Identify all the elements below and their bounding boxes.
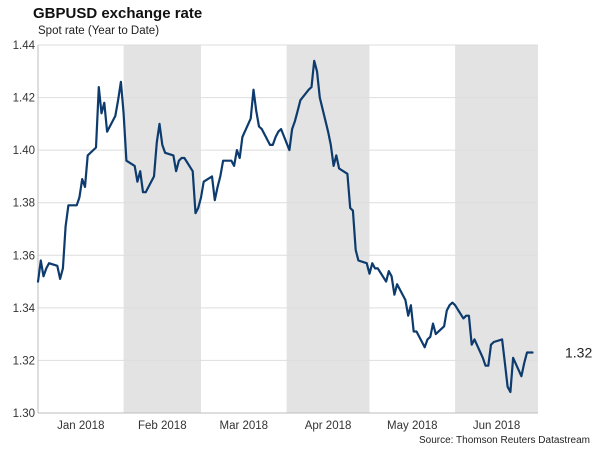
month-shading-layer xyxy=(123,45,538,413)
month-shade-5 xyxy=(455,45,538,413)
last-value-label: 1.32 xyxy=(565,345,592,361)
x-tick-label: Apr 2018 xyxy=(305,420,352,432)
y-tick-label: 1.40 xyxy=(13,145,35,157)
axis-layer xyxy=(37,45,538,414)
y-tick-label: 1.34 xyxy=(13,303,36,315)
source-note: Source: Thomson Reuters Datastream xyxy=(418,435,590,446)
x-tick-label: Jan 2018 xyxy=(57,420,104,432)
month-shade-3 xyxy=(286,45,370,413)
chart-title: GBPUSD exchange rate xyxy=(33,5,203,22)
x-tick-label: Feb 2018 xyxy=(138,420,187,432)
y-tick-label: 1.36 xyxy=(13,250,35,262)
y-tick-label: 1.30 xyxy=(13,408,35,420)
chart-subtitle: Spot rate (Year to Date) xyxy=(38,25,160,37)
x-tick-label: Mar 2018 xyxy=(220,420,269,432)
series-layer xyxy=(36,59,534,394)
series-line-gbpusd xyxy=(36,59,534,394)
y-tick-label: 1.38 xyxy=(13,198,35,210)
x-tick-label: Jun 2018 xyxy=(473,420,520,432)
y-tick-label: 1.42 xyxy=(13,93,35,105)
y-tick-label: 1.44 xyxy=(13,40,36,52)
x-tick-label: May 2018 xyxy=(387,420,438,432)
label-layer: Jan 2018 Feb 2018 Mar 2018 Apr 2018 May 2018… xyxy=(13,40,593,432)
y-tick-label: 1.32 xyxy=(13,355,35,367)
month-shade-1 xyxy=(123,45,201,413)
